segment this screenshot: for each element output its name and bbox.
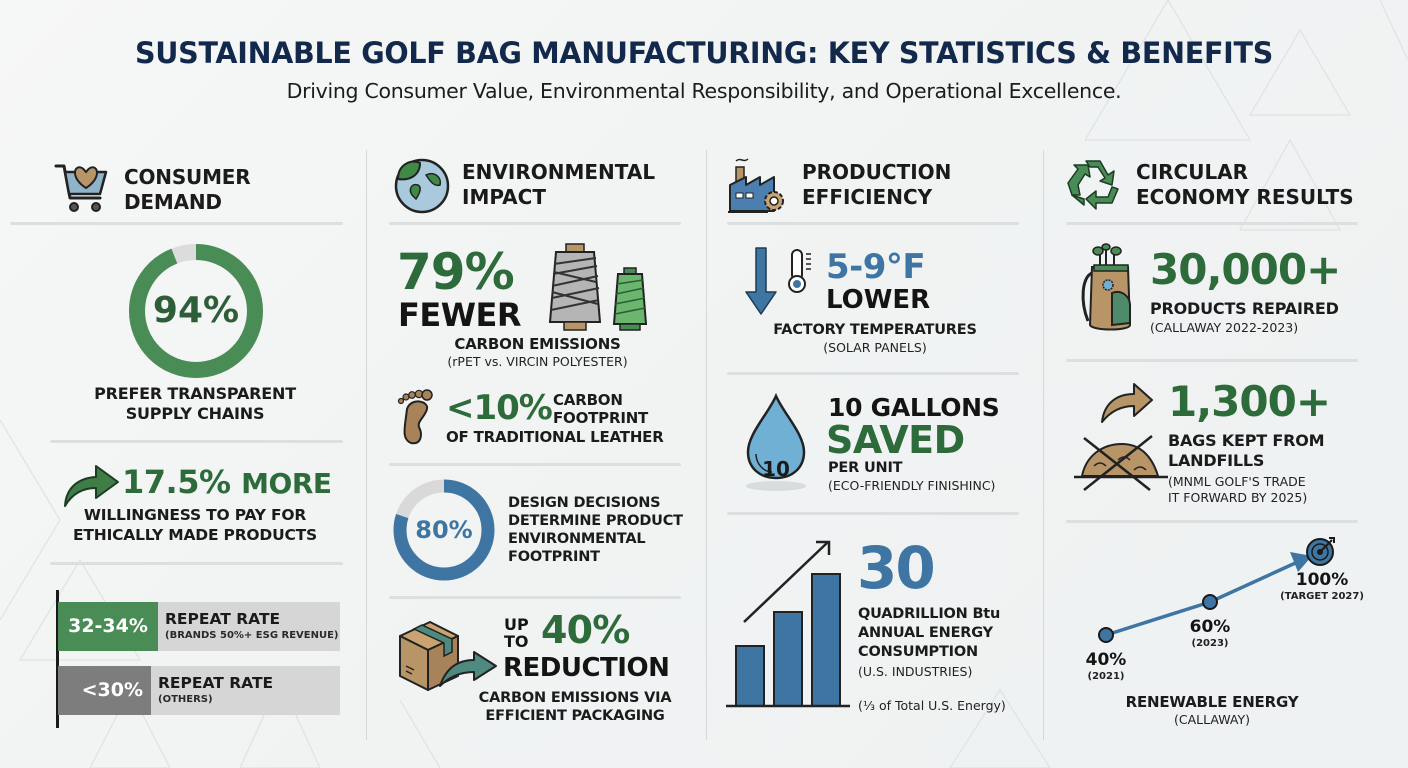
- section-divider: [727, 222, 1019, 225]
- point-year-2023: (2023): [1191, 638, 1229, 649]
- stat-value-17-5: 17.5% MORE: [122, 463, 332, 501]
- stat-sub-industries: (U.S. INDUSTRIES): [858, 664, 973, 679]
- repeat-label: REPEAT RATE: [158, 674, 274, 692]
- renewable-energy-chart: [1098, 537, 1335, 643]
- stat-label-packaging: CARBON EMISSIONS VIA EFFICIENT PACKAGING: [478, 690, 672, 724]
- column-header-circular: CIRCULAR ECONOMY RESULTS: [1066, 155, 1354, 215]
- stat-sub-finishing: (ECO-FRIENDLY FINISHINC): [828, 478, 996, 493]
- repeat-sub: (OTHERS): [158, 694, 213, 705]
- water-drop-icon: [746, 392, 806, 491]
- section-divider: [389, 222, 681, 225]
- column-header-environmental: ENVIRONMENTAL IMPACT: [392, 155, 655, 215]
- point-value-2021: 40%: [1085, 650, 1127, 670]
- stat-value-40: 40%: [541, 608, 630, 652]
- thread-spools-icon: [548, 243, 648, 331]
- stat-word-lower: LOWER: [826, 285, 931, 315]
- section-divider: [389, 463, 681, 466]
- globe-leaf-icon: [394, 158, 450, 214]
- bar-axis: [56, 590, 59, 728]
- section-divider: [389, 596, 681, 599]
- repeat-sub: (BRANDS 50%+ ESG REVENUE): [165, 630, 339, 641]
- stat-value-30000: 30,000+: [1150, 245, 1341, 294]
- repeat-value-esg: 32-34%: [58, 602, 158, 651]
- stat-prefix-up-to: UP TO: [504, 615, 529, 651]
- column-header-production: PRODUCTION EFFICIENCY: [728, 155, 951, 215]
- repeat-label: REPEAT RATE: [165, 610, 281, 628]
- column-divider: [706, 150, 707, 740]
- stat-value-1300: 1,300+: [1168, 377, 1331, 426]
- point-value-2023: 60%: [1189, 617, 1231, 637]
- column-divider: [366, 150, 367, 740]
- column-title: CIRCULAR ECONOMY RESULTS: [1136, 160, 1354, 209]
- stat-value-30: 30: [857, 534, 936, 602]
- stat-sub-leather: OF TRADITIONAL LEATHER: [446, 428, 664, 446]
- recycle-icon: [1067, 160, 1119, 210]
- section-divider: [50, 222, 343, 225]
- column-consumer-demand: CONSUMER DEMAND: [10, 150, 345, 740]
- donut-80-percent: [393, 479, 495, 581]
- stat-value-10: <10%: [446, 388, 553, 428]
- header: SUSTAINABLE GOLF BAG MANUFACTURING: KEY …: [0, 36, 1408, 103]
- stat-label-per-unit: PER UNIT: [828, 460, 903, 476]
- stat-label-landfills: BAGS KEPT FROM LANDFILLS: [1168, 431, 1325, 470]
- column-title: PRODUCTION EFFICIENCY: [802, 160, 952, 209]
- package-box-arrow-icon: [399, 621, 497, 691]
- stat-value-80: 80%: [415, 516, 473, 544]
- point-value-2027: 100%: [1295, 570, 1349, 590]
- column-divider: [1043, 150, 1044, 740]
- landfill-crossed-icon: [1074, 383, 1168, 491]
- curved-arrow-up-icon: [64, 465, 119, 507]
- stat-label-carbon-emissions: CARBON EMISSIONS: [454, 335, 621, 353]
- footprint-icon: [397, 389, 433, 445]
- stat-label-carbon-footprint: CARBON FOOTPRINT: [553, 391, 649, 427]
- stat-sub-mnml: (MNML GOLF'S TRADE IT FORWARD BY 2025): [1168, 474, 1308, 505]
- stat-sub-callaway: (CALLAWAY 2022-2023): [1150, 320, 1299, 335]
- stat-label-energy: QUADRILLION Btu ANNUAL ENERGY CONSUMPTIO…: [858, 606, 1001, 660]
- stat-sub-solar: (SOLAR PANELS): [823, 340, 927, 355]
- section-divider: [1066, 359, 1358, 362]
- stat-value-temperature: 5-9°F: [826, 247, 926, 287]
- column-header: CONSUMER DEMAND: [50, 155, 251, 225]
- repeat-bar-others: <30% REPEAT RATE (OTHERS): [58, 666, 340, 715]
- stat-value-79: 79%: [397, 243, 515, 301]
- point-year-2021: (2021): [1087, 671, 1125, 682]
- stat-label-factory-temp: FACTORY TEMPERATURES: [773, 322, 977, 338]
- column-title: CONSUMER DEMAND: [124, 165, 251, 214]
- point-year-2027: (TARGET 2027): [1280, 591, 1364, 602]
- page-title: SUSTAINABLE GOLF BAG MANUFACTURING: KEY …: [135, 36, 1273, 70]
- stat-value-gallons: 10 GALLONS: [828, 393, 1000, 422]
- stat-label-willingness: WILLINGNESS TO PAY FOR ETHICALLY MADE PR…: [73, 506, 317, 544]
- stat-value-94: 94%: [152, 290, 240, 331]
- section-divider: [727, 512, 1019, 515]
- section-divider: [1066, 520, 1358, 523]
- page-subtitle: Driving Consumer Value, Environmental Re…: [286, 79, 1122, 103]
- target-icon: [1306, 537, 1335, 566]
- stat-word-reduction: REDUCTION: [503, 653, 670, 683]
- section-divider: [50, 440, 343, 443]
- chart-title-renewable: RENEWABLE ENERGY: [1125, 693, 1299, 711]
- shopping-cart-heart-icon: [54, 164, 108, 212]
- drop-label: 10: [762, 457, 790, 481]
- repeat-value-others: <30%: [58, 666, 151, 715]
- stat-word-fewer: FEWER: [398, 296, 522, 334]
- section-divider: [727, 372, 1019, 375]
- stat-note-third: (⅓ of Total U.S. Energy): [858, 698, 1006, 713]
- stat-label-transparent: PREFER TRANSPARENT SUPPLY CHAINS: [94, 384, 296, 423]
- section-divider: [1066, 222, 1358, 225]
- stat-sub-rpet: (rPET vs. VIRCIN POLYESTER): [447, 354, 628, 369]
- stat-label-repaired: PRODUCTS REPAIRED: [1150, 299, 1339, 318]
- bar-chart-growth-icon: [726, 540, 850, 708]
- section-divider: [50, 562, 343, 565]
- chart-sub-callaway: (CALLAWAY): [1173, 712, 1250, 727]
- stat-label-design: DESIGN DECISIONS DETERMINE PRODUCT ENVIR…: [508, 495, 683, 565]
- factory-gear-icon: [728, 158, 784, 213]
- thermometer-down-arrow-icon: [745, 247, 811, 315]
- stat-word-saved: SAVED: [826, 418, 965, 462]
- repeat-bar-esg: 32-34% REPEAT RATE (BRANDS 50%+ ESG REVE…: [58, 602, 340, 651]
- column-title: ENVIRONMENTAL IMPACT: [462, 160, 656, 209]
- donut-94-percent: [129, 244, 263, 378]
- golf-bag-icon: [1081, 243, 1132, 331]
